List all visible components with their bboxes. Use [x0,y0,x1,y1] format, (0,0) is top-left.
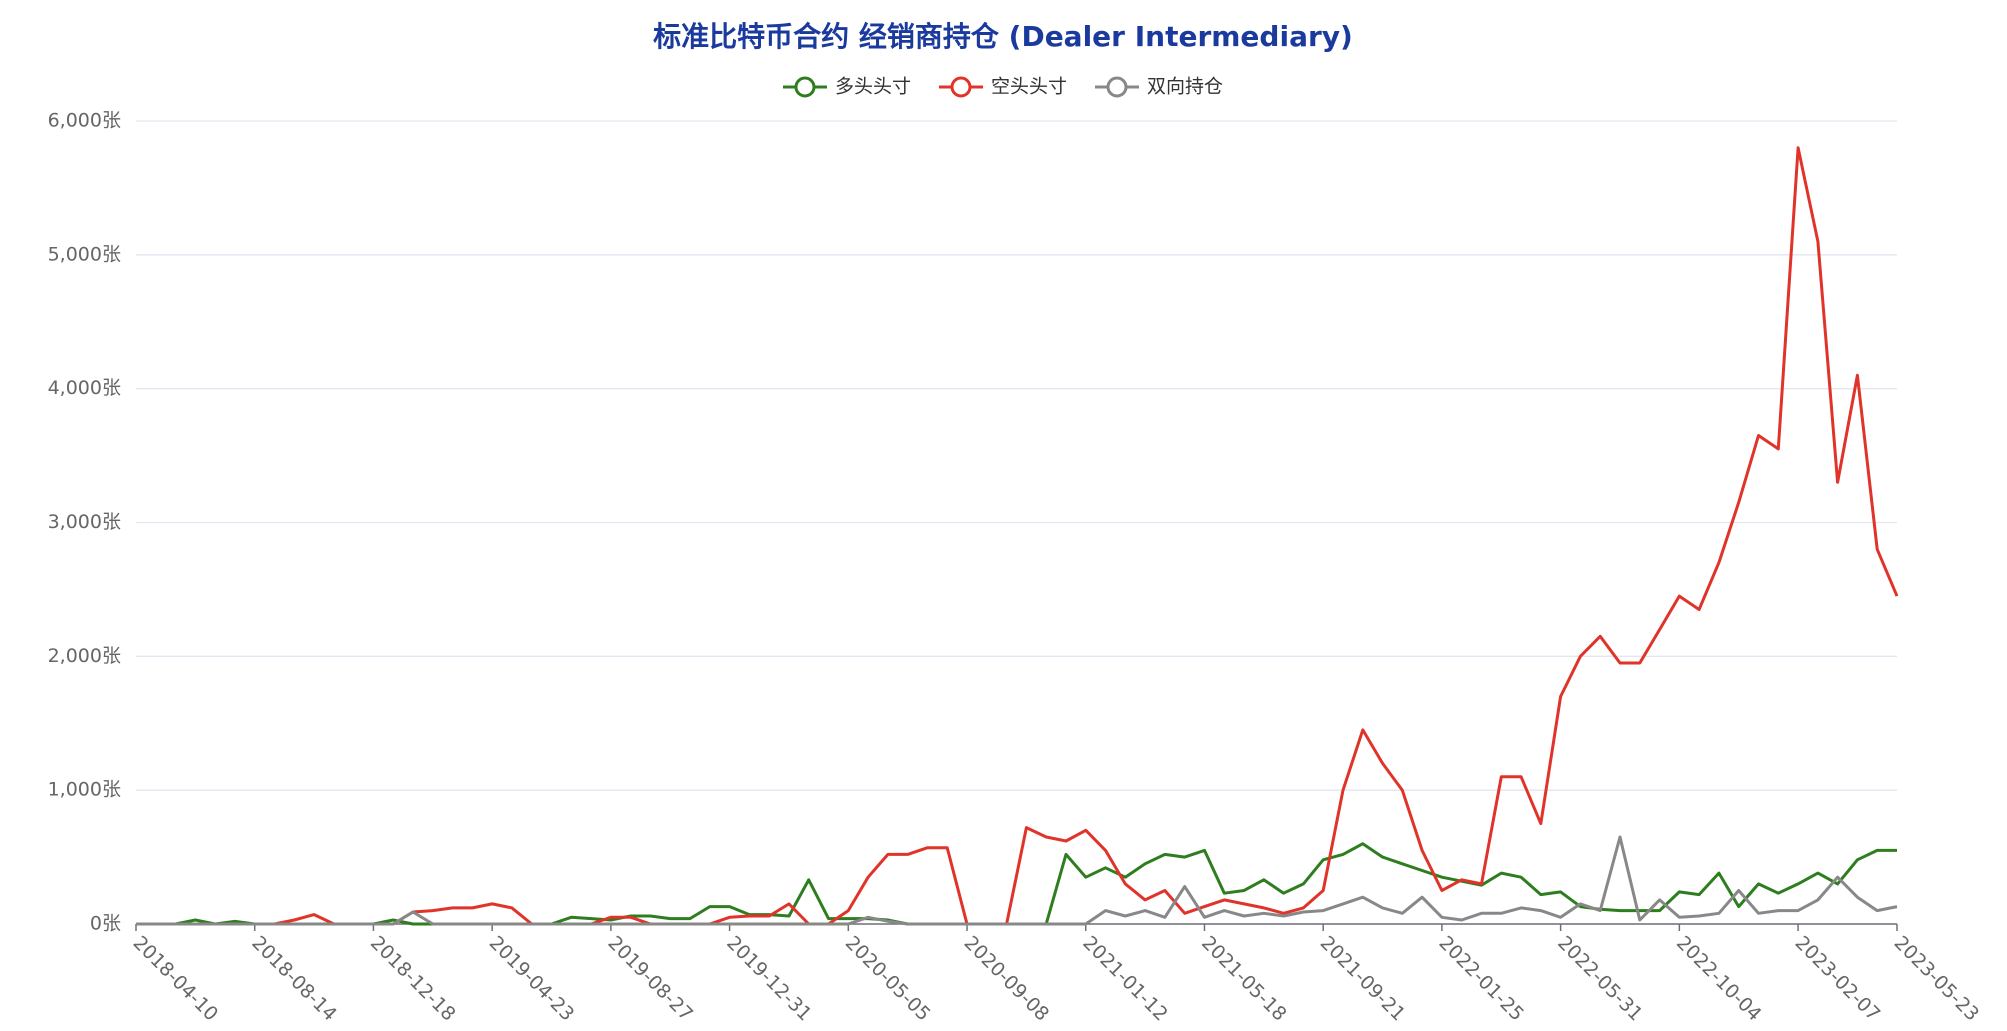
series-line [136,835,1898,926]
legend-item: 多头头寸 [782,76,911,98]
x-tick-label: 2021-05-18 [1197,932,1291,1026]
legend-swatch [1106,76,1128,98]
legend-swatch [794,76,816,98]
y-tick-label: 5,000张 [48,243,121,265]
x-tick-label: 2018-12-18 [366,932,460,1026]
x-tick-label: 2020-05-05 [841,932,935,1026]
y-tick-label: 1,000张 [48,779,121,801]
x-tick-label: 2023-02-07 [1791,932,1885,1026]
x-tick-label: 2022-05-31 [1553,932,1647,1026]
chart-title: 标准比特币合约 经销商持仓 (Dealer Intermediary) [653,20,1353,53]
x-tick-label: 2023-05-23 [1890,932,1984,1026]
x-tick-label: 2022-01-25 [1434,932,1528,1026]
series-line [136,842,1897,926]
y-tick-label: 4,000张 [48,377,121,399]
x-tick-label: 2021-09-21 [1316,932,1410,1026]
series-line [136,146,1899,926]
legend-label: 多头头寸 [835,76,911,98]
legend-item: 空头头寸 [938,76,1067,98]
x-tick-label: 2019-04-23 [485,932,579,1026]
legend: 多头头寸 空头头寸 双向持仓 [782,76,1223,98]
x-tick-label: 2018-04-10 [129,932,223,1026]
legend-item: 双向持仓 [1095,76,1223,98]
x-tick-label: 2018-08-14 [247,932,341,1026]
legend-swatch [950,76,972,98]
y-tick-label: 6,000张 [48,110,121,132]
x-tick-label: 2019-08-27 [603,932,697,1026]
x-tick-label: 2020-09-08 [960,932,1054,1026]
x-tick-label: 2022-10-04 [1672,932,1766,1026]
y-tick-label: 2,000张 [48,645,121,667]
y-tick-label: 3,000张 [48,511,121,533]
x-tick-label: 2021-01-12 [1078,932,1172,1026]
legend-label: 空头头寸 [991,76,1067,98]
y-tick-label: 0张 [90,913,121,935]
legend-label: 双向持仓 [1147,76,1223,98]
x-tick-label: 2019-12-31 [722,932,816,1026]
